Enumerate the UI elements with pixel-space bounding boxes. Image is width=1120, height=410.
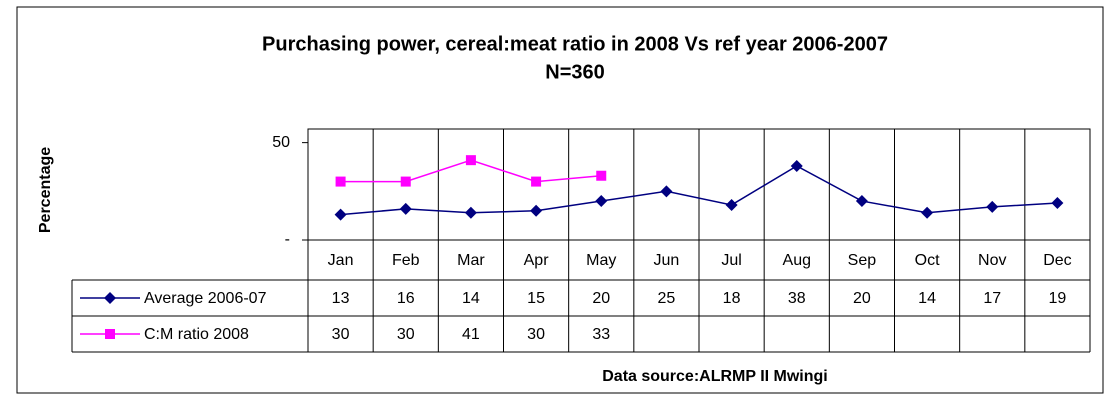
table-value: 33 <box>592 326 610 343</box>
y-tick-label: 50 <box>272 134 290 151</box>
table-value: 20 <box>592 290 610 307</box>
x-tick-label: Jan <box>328 252 354 269</box>
table-value: 38 <box>788 290 806 307</box>
x-tick-label: Jul <box>721 252 741 269</box>
marker <box>596 170 607 181</box>
chart-subtitle: N=360 <box>545 61 605 83</box>
chart-title: Purchasing power, cereal:meat ratio in 2… <box>262 33 888 55</box>
marker <box>531 176 542 187</box>
marker <box>335 176 346 187</box>
legend-marker <box>105 329 115 339</box>
x-tick-label: May <box>586 252 616 269</box>
marker <box>725 198 738 211</box>
x-tick-label: Sep <box>848 252 877 269</box>
x-tick-label: Dec <box>1043 252 1071 269</box>
source-note: Data source:ALRMP II Mwingi <box>602 368 828 385</box>
table-value: 13 <box>332 290 350 307</box>
x-tick-label: Apr <box>524 252 550 269</box>
marker <box>400 176 411 187</box>
marker <box>530 204 543 217</box>
series-line <box>340 165 1058 216</box>
marker <box>986 200 999 213</box>
legend-marker <box>104 292 116 304</box>
table-value: 17 <box>983 290 1001 307</box>
table-value: 25 <box>658 290 676 307</box>
legend-label: Average 2006-07 <box>144 290 267 307</box>
x-tick-label: Aug <box>783 252 811 269</box>
table-value: 14 <box>462 290 480 307</box>
x-tick-label: Nov <box>978 252 1006 269</box>
table-value: 16 <box>397 290 415 307</box>
legend-label: C:M ratio 2008 <box>144 326 249 343</box>
marker <box>790 160 803 172</box>
marker <box>595 195 608 208</box>
table-value: 15 <box>527 290 545 307</box>
marker <box>399 202 412 215</box>
table-value: 14 <box>918 290 936 307</box>
table-value: 18 <box>723 290 741 307</box>
marker <box>465 155 476 166</box>
table-value: 30 <box>332 326 350 343</box>
table-value: 30 <box>397 326 415 343</box>
marker <box>334 208 347 221</box>
table-value: 20 <box>853 290 871 307</box>
y-tick-label: - <box>285 231 290 248</box>
marker <box>464 206 477 219</box>
x-tick-label: Feb <box>392 252 420 269</box>
marker <box>855 195 868 208</box>
chart-border <box>16 6 1104 394</box>
marker <box>660 185 673 198</box>
x-tick-label: Mar <box>457 252 485 269</box>
y-axis-title: Percentage <box>37 147 54 233</box>
x-tick-label: Jun <box>654 252 680 269</box>
table-value: 30 <box>527 326 545 343</box>
table-value: 19 <box>1049 290 1067 307</box>
table-value: 41 <box>462 326 480 343</box>
marker <box>921 206 934 219</box>
x-tick-label: Oct <box>915 252 940 269</box>
marker <box>1051 197 1064 209</box>
